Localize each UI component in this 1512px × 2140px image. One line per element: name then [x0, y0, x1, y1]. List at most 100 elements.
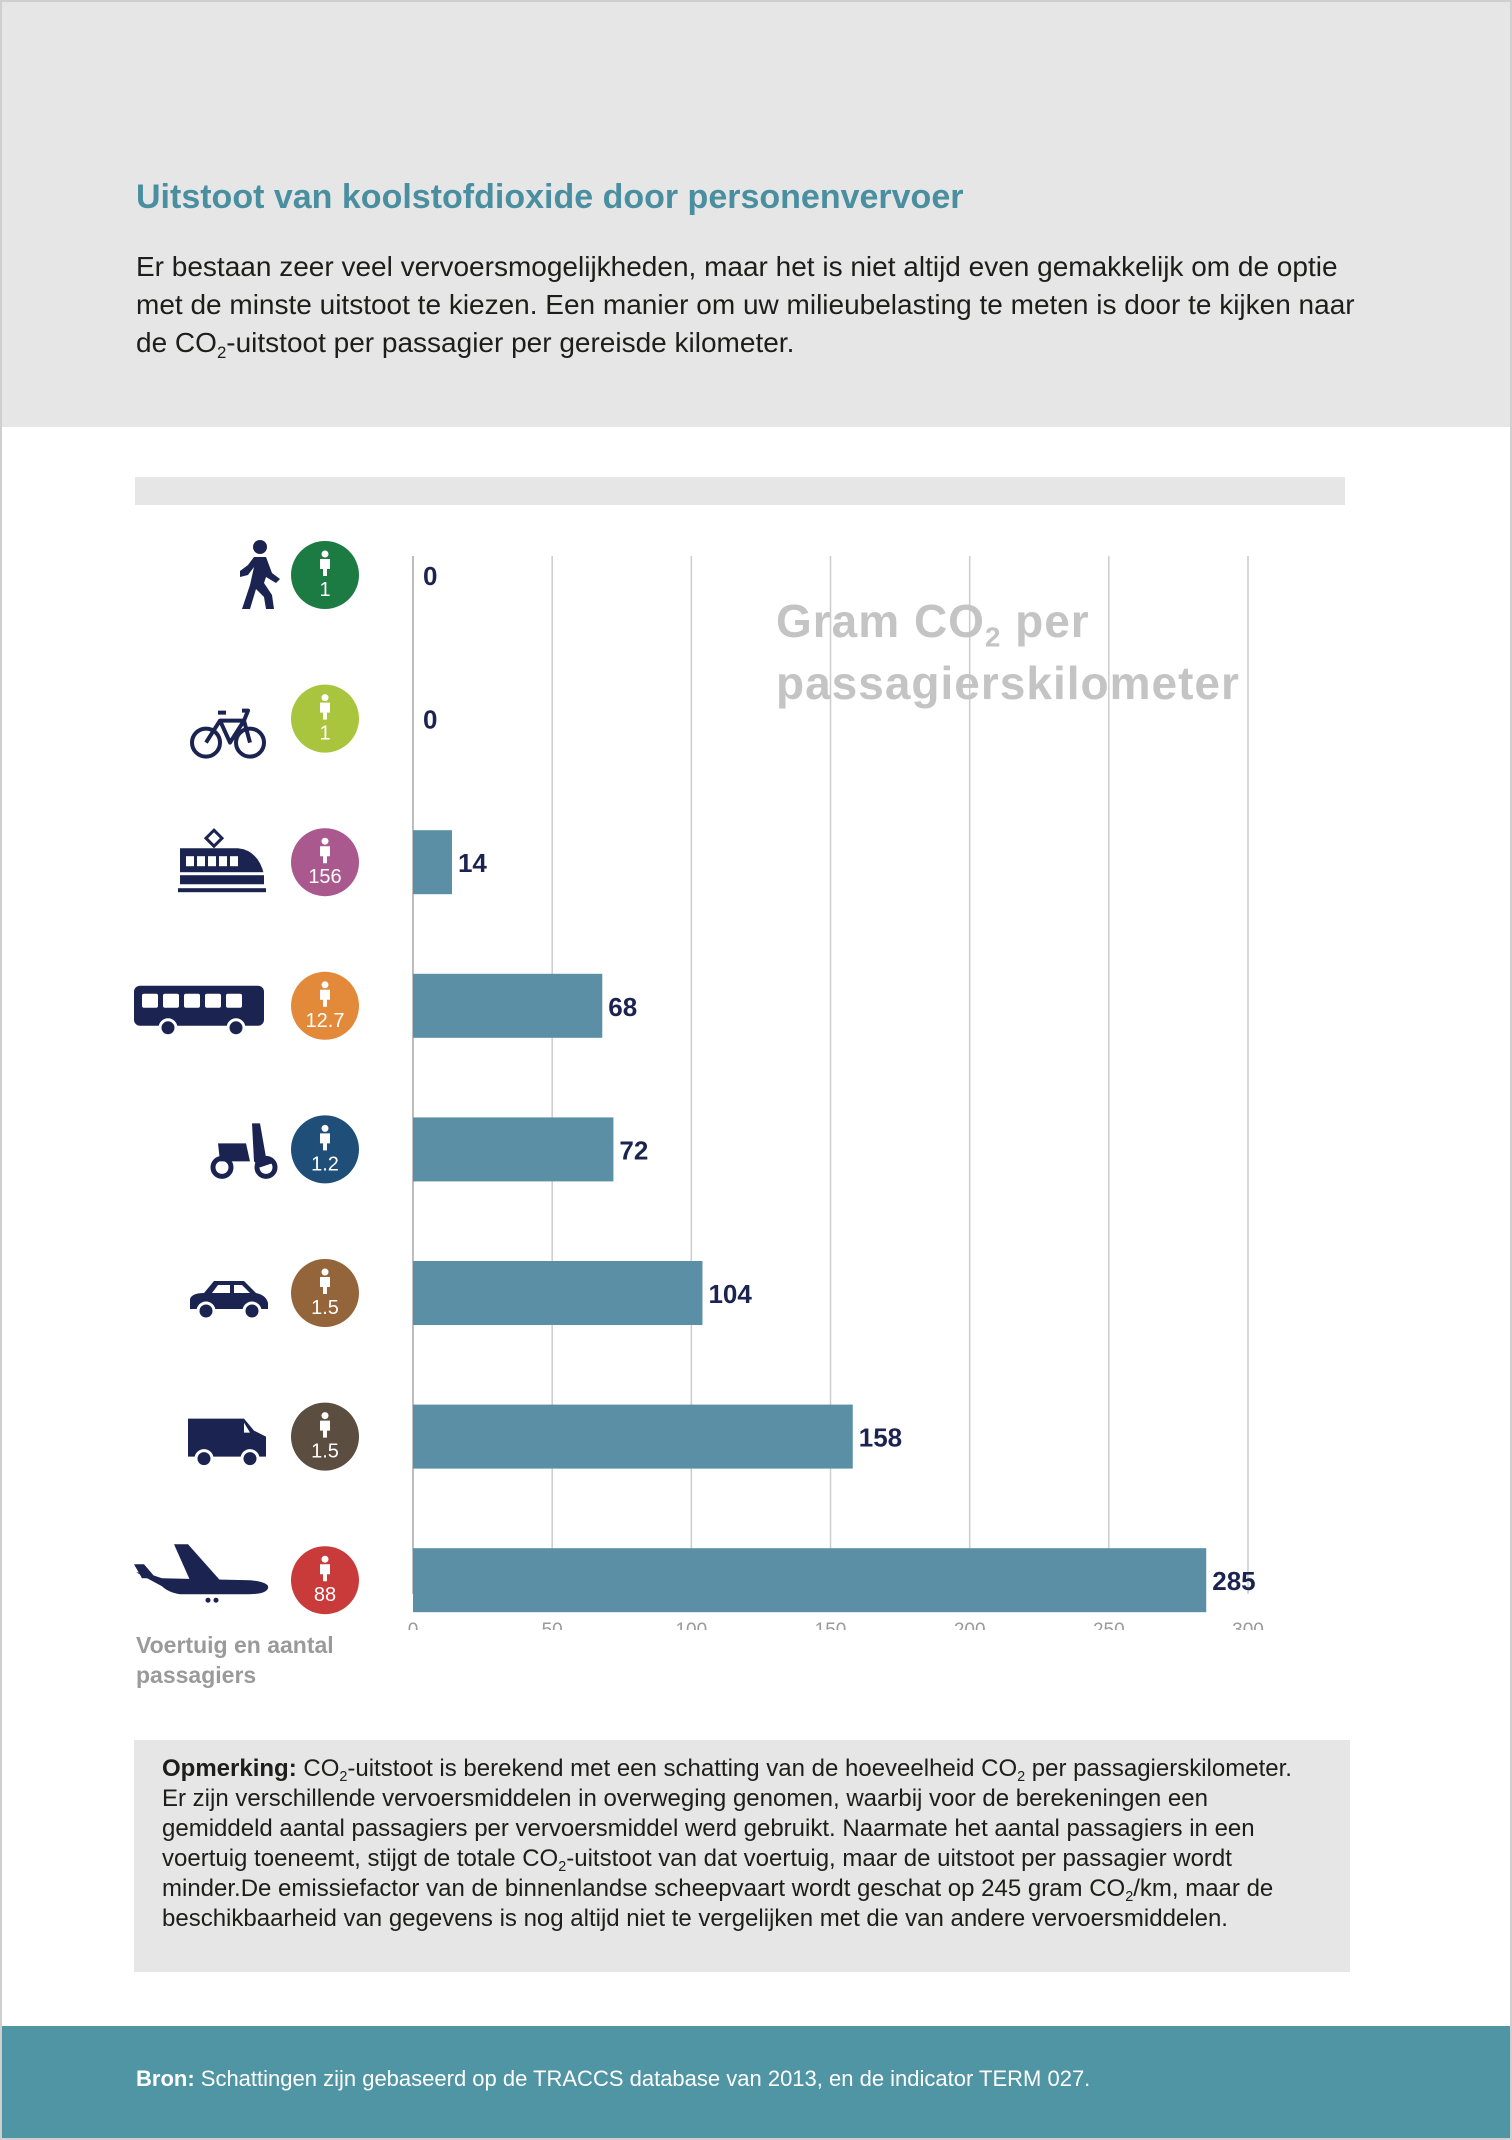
note-text-5: /km, maar de beschikbaarheid van gegeven… — [162, 1875, 1274, 1932]
note-text-1: CO — [296, 1755, 340, 1782]
bar — [413, 1404, 853, 1469]
train-window — [208, 856, 216, 867]
bike-wheel — [234, 726, 266, 759]
bus-window — [163, 993, 179, 1008]
note-text-2: -uitstoot is berekend met een schatting … — [347, 1755, 1018, 1782]
person-icon-body — [320, 846, 330, 864]
bus-window — [205, 993, 221, 1008]
x-tick-label: 100 — [675, 1620, 707, 1630]
note-box: Opmerking: CO2-uitstoot is berekend met … — [134, 1740, 1350, 1972]
person-icon — [321, 694, 329, 702]
van-icon — [188, 1418, 266, 1469]
source-text: Bron: Schattingen zijn gebaseerd op de T… — [136, 2066, 1090, 2092]
person-icon-body — [320, 1420, 330, 1438]
train-window — [186, 856, 194, 867]
scooter-icon — [210, 1123, 278, 1179]
bar-value-label: 0 — [423, 561, 437, 591]
plane-gear — [213, 1597, 219, 1603]
passenger-badge: 1.5 — [291, 1402, 359, 1471]
car-window — [212, 1285, 250, 1293]
pantograph — [203, 828, 225, 849]
person-icon-body — [320, 559, 330, 576]
passenger-badge: 1 — [291, 684, 359, 753]
note-sub-2: 2 — [1017, 1769, 1026, 1786]
plane-tail — [134, 1564, 156, 1579]
van-wheel — [194, 1449, 214, 1469]
train-window — [230, 856, 238, 867]
passenger-badge: 1.2 — [291, 1115, 359, 1184]
person-icon-body — [320, 1277, 330, 1294]
intro-text: Er bestaan zeer veel vervoersmogelijkhed… — [136, 248, 1356, 362]
passenger-badge: 88 — [291, 1546, 359, 1615]
bar — [413, 1117, 614, 1182]
page-title: Uitstoot van koolstofdioxide door person… — [136, 178, 964, 216]
plane-wing — [174, 1544, 220, 1581]
person-icon — [321, 550, 329, 558]
bus-window — [184, 993, 200, 1008]
train-window — [197, 856, 205, 867]
passenger-badge: 156 — [291, 828, 359, 897]
x-tick-label: 200 — [954, 1620, 986, 1630]
footer-bar — [2, 2026, 1510, 2138]
person-icon-body — [320, 1133, 330, 1151]
bus-window — [226, 993, 242, 1008]
badge-passenger-count: 88 — [314, 1584, 336, 1606]
header-panel — [2, 2, 1510, 427]
walking-icon — [240, 540, 280, 609]
person-icon-body — [320, 989, 330, 1007]
car-body — [190, 1281, 268, 1309]
bike-wheel — [190, 726, 222, 759]
note-label: Opmerking: — [162, 1755, 297, 1782]
bus-wheel — [226, 1018, 246, 1038]
x-tick-label: 150 — [815, 1620, 847, 1630]
intro-text-part2: -uitstoot per passagier per gereisde kil… — [226, 327, 795, 358]
badge-passenger-count: 156 — [308, 866, 341, 888]
person-icon — [321, 981, 329, 989]
car-wheel — [242, 1301, 262, 1321]
chart-bars — [413, 830, 1207, 1613]
chart-value-labels: 0 0 14 68 72 104 158 285 — [423, 561, 1256, 1596]
bicycle-icon — [190, 708, 266, 759]
y-axis-title: Voertuig en aantal passagiers — [136, 1632, 334, 1688]
person-icon — [321, 1268, 329, 1276]
x-tick-label: 300 — [1232, 1620, 1264, 1630]
note-sub-4: 2 — [1125, 1889, 1134, 1906]
badge-passenger-count: 1 — [319, 723, 330, 745]
badge-passenger-count: 1.2 — [311, 1153, 339, 1175]
walker-head — [253, 540, 267, 554]
train-window — [219, 856, 227, 867]
bar — [413, 830, 452, 895]
bar-value-label: 158 — [859, 1423, 902, 1453]
intro-subscript: 2 — [216, 342, 227, 362]
source-label: Bron: — [136, 2066, 195, 2091]
person-icon — [321, 1124, 329, 1132]
passenger-badges: 1 1 156 12.7 1.2 1.5 1.5 88 — [291, 541, 359, 1615]
car-icon — [190, 1281, 268, 1321]
person-icon-body — [320, 702, 330, 720]
walker-body — [240, 557, 280, 609]
person-icon-body — [320, 1564, 330, 1582]
note-text-4: -uitstoot van dat voertuig, maar de uits… — [162, 1845, 1232, 1902]
train-icon — [178, 828, 266, 893]
person-icon — [321, 1412, 329, 1420]
bus-window — [142, 993, 158, 1008]
plane-gear — [205, 1597, 211, 1603]
note-text-3: per passagierskilometer. Er zijn verschi… — [162, 1755, 1292, 1872]
bar — [413, 973, 603, 1038]
airplane-icon — [134, 1544, 269, 1603]
chart-x-ticks: 0 50 100 150 200 250 300 — [408, 1620, 1264, 1630]
source-body: Schattingen zijn gebaseerd op de TRACCS … — [194, 2066, 1091, 2091]
bar — [413, 1261, 703, 1325]
note-sub-3: 2 — [558, 1859, 567, 1876]
bar-value-label: 72 — [619, 1135, 648, 1165]
badge-passenger-count: 12.7 — [306, 1010, 345, 1032]
scooter-wheel — [210, 1155, 234, 1179]
intro-text-part1: Er bestaan zeer veel vervoersmogelijkhed… — [136, 251, 1355, 358]
bus-icon — [134, 985, 264, 1038]
bar-value-label: 285 — [1212, 1566, 1255, 1596]
passenger-badge: 12.7 — [291, 971, 359, 1040]
x-tick-label: 0 — [408, 1620, 419, 1630]
chart-title-subscript: 2 — [984, 621, 1002, 653]
bar — [413, 1548, 1207, 1613]
plane-fuselage — [136, 1572, 269, 1595]
